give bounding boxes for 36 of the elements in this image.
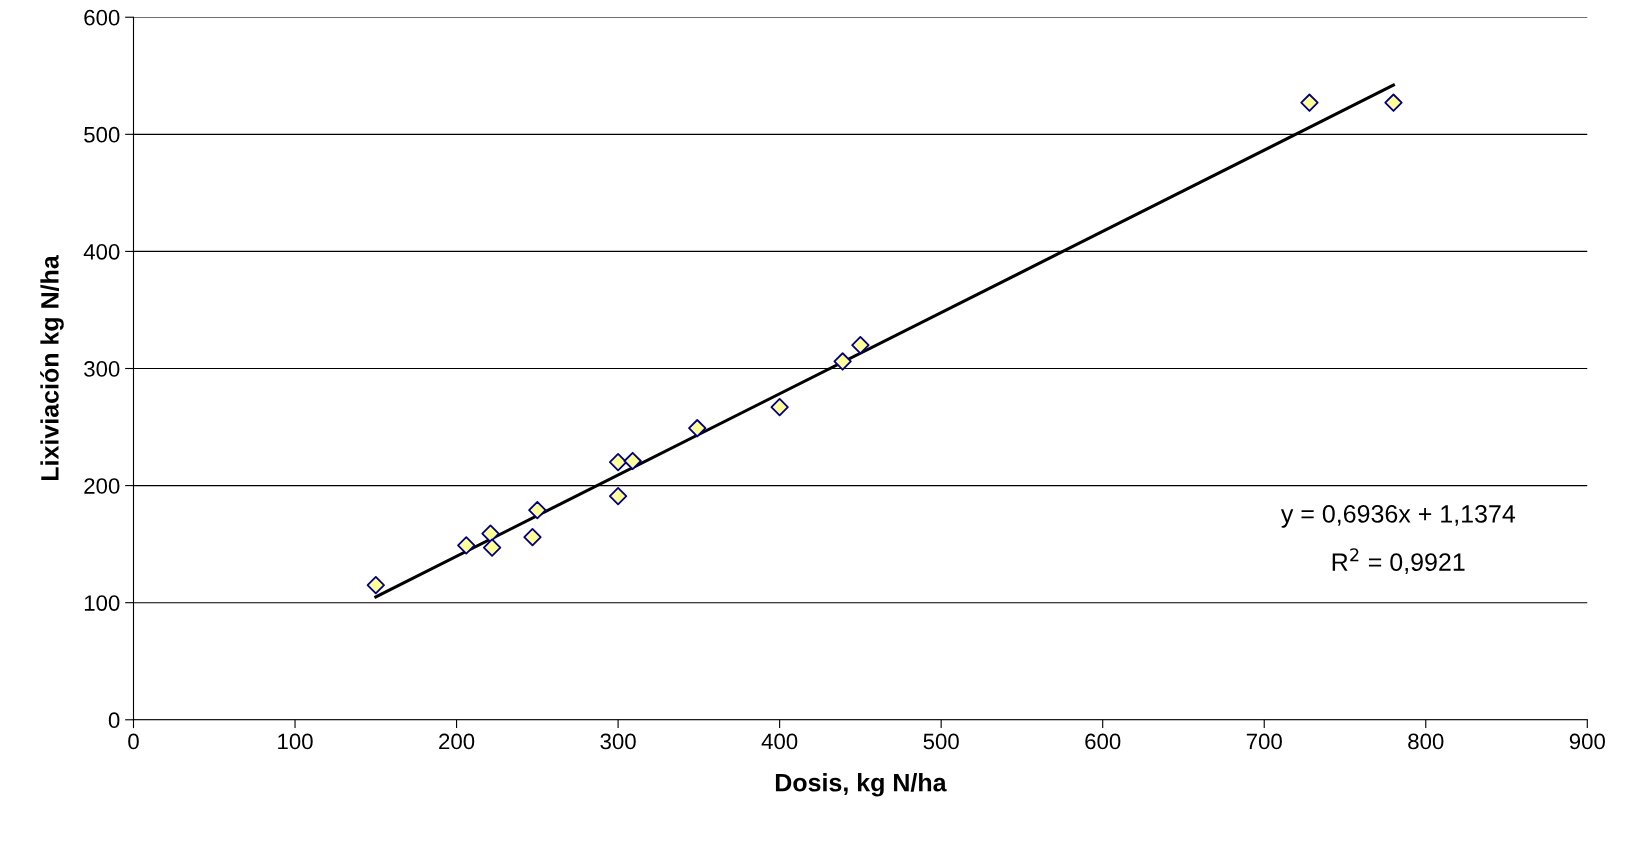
point (688, 419, 707, 438)
y-tick-label: 0 (108, 712, 120, 729)
annotation: R$^{2}$ = 0,9921 (1332, 548, 1465, 574)
x-tick-label: 300 (600, 733, 636, 750)
point (528, 501, 547, 520)
y-tick-label: 600 (84, 9, 120, 26)
point (457, 536, 476, 555)
point (1384, 93, 1403, 112)
x-axis-title: Dosis, kg N/ha (775, 773, 947, 797)
x-tick-label: 0 (128, 733, 139, 750)
point (608, 487, 628, 506)
y-tick-label: 100 (84, 595, 120, 611)
y-tick-label: 400 (83, 243, 120, 260)
point (482, 538, 502, 557)
x-tick-label: 900 (1569, 733, 1605, 750)
point (833, 352, 852, 371)
x-tick-label: 200 (439, 733, 475, 750)
y-axis-title: Lixiviación kg N/ha (40, 255, 64, 481)
annotation: y = 0,6936x + 1,1374 (1280, 505, 1516, 528)
x-tick-label: 400 (761, 733, 798, 750)
point (851, 335, 870, 355)
y-tick-label: 300 (84, 361, 120, 377)
x-tick-label: 100 (278, 733, 313, 750)
x-tick-label: 700 (1246, 733, 1282, 750)
point (608, 453, 628, 472)
x-tick-label: 600 (1085, 733, 1121, 750)
point (623, 451, 642, 471)
x-tick-label: 500 (923, 733, 959, 750)
y-tick-label: 200 (84, 478, 120, 494)
point (481, 524, 500, 543)
point (523, 527, 542, 547)
point (1300, 93, 1319, 112)
point (366, 575, 385, 595)
point (770, 398, 789, 417)
y-tick-label: 500 (84, 126, 120, 143)
x-tick-label: 800 (1408, 733, 1444, 750)
